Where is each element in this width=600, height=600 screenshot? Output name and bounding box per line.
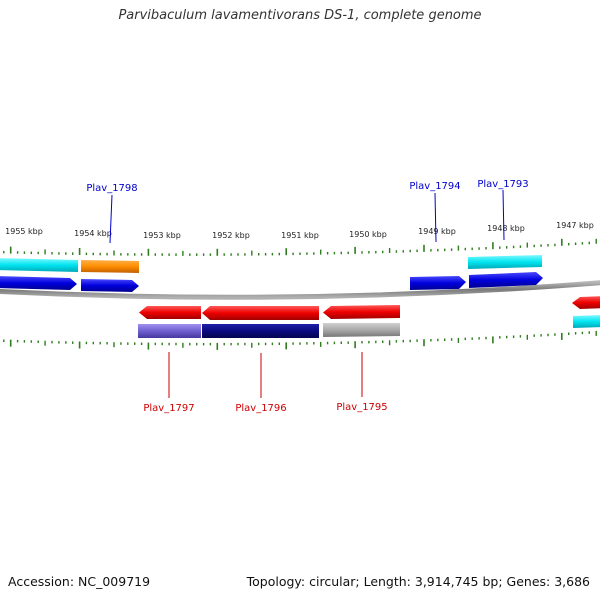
cyan-feature[interactable] [0,258,78,272]
orange-feature[interactable] [81,260,139,273]
genome-summary-text: Topology: circular; Length: 3,914,745 bp… [246,574,590,589]
cyan-feature[interactable] [573,315,600,328]
leader-line [502,189,505,241]
outer-tick-row [3,238,597,256]
gray-feature[interactable] [323,323,400,337]
accession-text: Accession: NC_009719 [8,574,151,589]
lavender-feature[interactable] [138,324,201,338]
gene-label-top[interactable]: Plav_1793 [477,179,528,190]
reverse-gene-arrow[interactable] [202,306,319,320]
reverse-gene-arrow[interactable] [572,296,600,309]
forward-gene-arrow[interactable] [81,279,139,292]
gene-label-top[interactable]: Plav_1798 [86,183,137,194]
cyan-feature[interactable] [468,255,542,269]
ruler-label: 1951 kbp [281,231,319,240]
ruler-label: 1955 kbp [5,227,43,236]
forward-gene-arrow[interactable] [0,276,77,290]
leader-line [109,194,113,244]
ruler-label: 1953 kbp [143,231,181,240]
label-leaders [109,189,505,398]
ruler-label: 1950 kbp [349,230,387,239]
ruler-label: 1947 kbp [556,221,594,230]
reverse-gene-arrow[interactable] [139,306,201,319]
ruler-label: 1949 kbp [418,227,456,236]
navy-feature[interactable] [202,324,319,338]
ruler-labels: 1955 kbp 1954 kbp 1953 kbp 1952 kbp 1951… [5,221,594,240]
genome-backbone [0,280,600,300]
ruler-label: 1954 kbp [74,229,112,238]
leader-line [434,192,437,243]
gene-label-bottom[interactable]: Plav_1797 [143,403,194,414]
gene-label-bottom[interactable]: Plav_1795 [336,402,387,413]
forward-gene-arrow[interactable] [469,272,543,288]
inner-tick-row [3,330,597,350]
reverse-gene-arrow[interactable] [323,305,400,319]
gene-label-bottom[interactable]: Plav_1796 [235,403,286,414]
ruler-label: 1952 kbp [212,231,250,240]
forward-gene-arrow[interactable] [410,276,466,290]
gene-label-top[interactable]: Plav_1794 [409,181,460,192]
ruler-label: 1948 kbp [487,224,525,233]
page-title: Parvibaculum lavamentivorans DS-1, compl… [118,8,482,23]
